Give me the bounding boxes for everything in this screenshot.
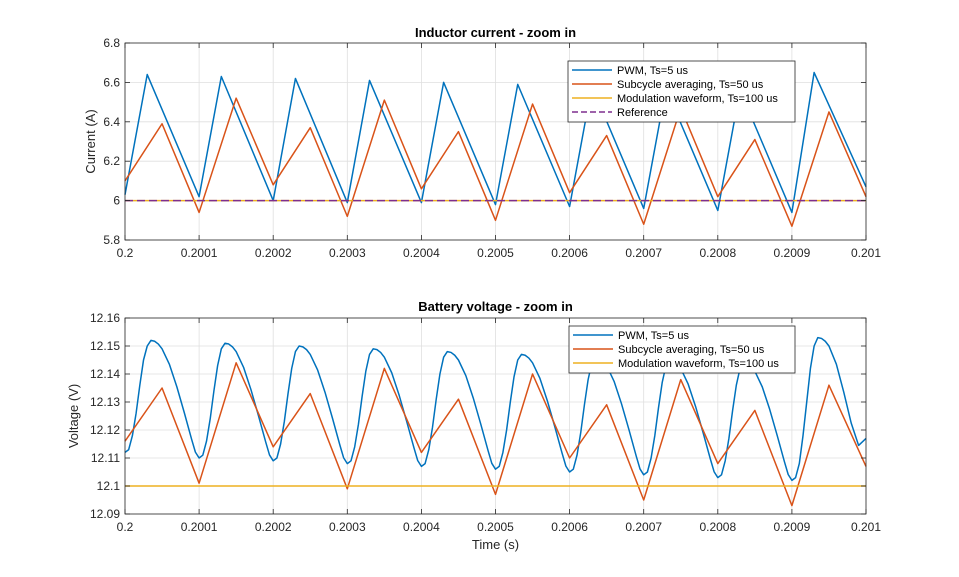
y-tick-label: 6.8 — [103, 36, 120, 50]
x-tick-label: 0.201 — [851, 520, 881, 534]
x-tick-label: 0.201 — [851, 246, 881, 260]
legend-label: Reference — [617, 107, 668, 119]
x-tick-label: 0.2001 — [181, 520, 218, 534]
y-tick-label: 6.4 — [103, 115, 120, 129]
y-tick-label: 6.6 — [103, 75, 120, 89]
series-line-pwm-ts-5-us — [124, 336, 867, 482]
x-tick-label: 0.2003 — [329, 246, 366, 260]
x-tick-label: 0.2001 — [181, 246, 218, 260]
legend-label: PWM, Ts=5 us — [618, 330, 690, 342]
x-tick-label: 0.2004 — [403, 520, 440, 534]
x-tick-label: 0.2005 — [477, 246, 514, 260]
y-tick-label: 12.12 — [90, 423, 120, 437]
y-tick-label: 6.2 — [103, 154, 120, 168]
x-axis-label: Time (s) — [472, 537, 519, 552]
x-tick-label: 0.2003 — [329, 520, 366, 534]
y-tick-label: 12.09 — [90, 507, 120, 521]
legend: PWM, Ts=5 us Subcycle averaging, Ts=50 u… — [567, 60, 796, 123]
x-tick-label: 0.2 — [117, 246, 134, 260]
legend-label: Subcycle averaging, Ts=50 us — [617, 79, 764, 91]
y-tick-label: 12.15 — [90, 339, 120, 353]
x-tick-label: 0.2006 — [551, 246, 588, 260]
series-line-pwm-ts-5-us — [124, 71, 867, 214]
legend-entry: PWM, Ts=5 us — [573, 330, 690, 342]
series-line-subcycle-averaging-ts-50-us — [124, 97, 867, 227]
y-axis-label: Voltage (V) — [66, 384, 81, 448]
chart-title: Inductor current - zoom in — [415, 25, 576, 40]
tick-group: 0.2 0.2001 0.2002 0.2003 0.2004 0.2005 0.2006 0… — [90, 311, 881, 534]
battery-voltage-plot: 0.2 0.2001 0.2002 0.2003 0.2004 0.2005 0.2006 0… — [66, 299, 881, 552]
y-tick-label: 12.13 — [90, 395, 120, 409]
x-tick-label: 0.2009 — [774, 246, 811, 260]
y-tick-label: 5.8 — [103, 233, 120, 247]
y-tick-label: 12.14 — [90, 367, 120, 381]
x-tick-label: 0.2002 — [255, 520, 292, 534]
legend: PWM, Ts=5 us Subcycle averaging, Ts=50 u… — [568, 325, 796, 374]
y-axis-label: Current (A) — [83, 109, 98, 173]
series-line-subcycle-averaging-ts-50-us — [124, 362, 867, 507]
legend-entry: Subcycle averaging, Ts=50 us — [572, 79, 764, 91]
tick-group: 0.2 0.2001 0.2002 0.2003 0.2004 0.2005 0.2006 0… — [103, 36, 881, 260]
legend-entry: PWM, Ts=5 us — [572, 65, 689, 77]
x-tick-label: 0.2007 — [625, 246, 662, 260]
y-tick-label: 6 — [113, 194, 120, 208]
legend-entry: Subcycle averaging, Ts=50 us — [573, 344, 765, 356]
legend-label: Modulation waveform, Ts=100 us — [617, 93, 778, 105]
legend-label: PWM, Ts=5 us — [617, 65, 689, 77]
x-tick-label: 0.2 — [117, 520, 134, 534]
x-tick-label: 0.2009 — [774, 520, 811, 534]
legend-box — [567, 60, 796, 123]
series-group — [124, 71, 867, 227]
y-tick-label: 12.16 — [90, 311, 120, 325]
y-tick-label: 12.1 — [97, 479, 121, 493]
legend-entry: Modulation waveform, Ts=100 us — [573, 358, 779, 370]
y-tick-label: 12.11 — [91, 451, 120, 465]
x-tick-label: 0.2002 — [255, 246, 292, 260]
x-tick-label: 0.2008 — [699, 520, 736, 534]
legend-entry: Reference — [572, 107, 668, 119]
legend-label: Modulation waveform, Ts=100 us — [618, 358, 779, 370]
x-tick-label: 0.2006 — [551, 520, 588, 534]
x-tick-label: 0.2005 — [477, 520, 514, 534]
x-tick-label: 0.2007 — [625, 520, 662, 534]
legend-label: Subcycle averaging, Ts=50 us — [618, 344, 765, 356]
series-group — [124, 336, 867, 507]
inductor-current-plot: 0.2 0.2001 0.2002 0.2003 0.2004 0.2005 0.2006 0… — [83, 25, 881, 260]
chart-title: Battery voltage - zoom in — [418, 299, 573, 314]
legend-entry: Modulation waveform, Ts=100 us — [572, 93, 778, 105]
x-tick-label: 0.2008 — [699, 246, 736, 260]
x-tick-label: 0.2004 — [403, 246, 440, 260]
